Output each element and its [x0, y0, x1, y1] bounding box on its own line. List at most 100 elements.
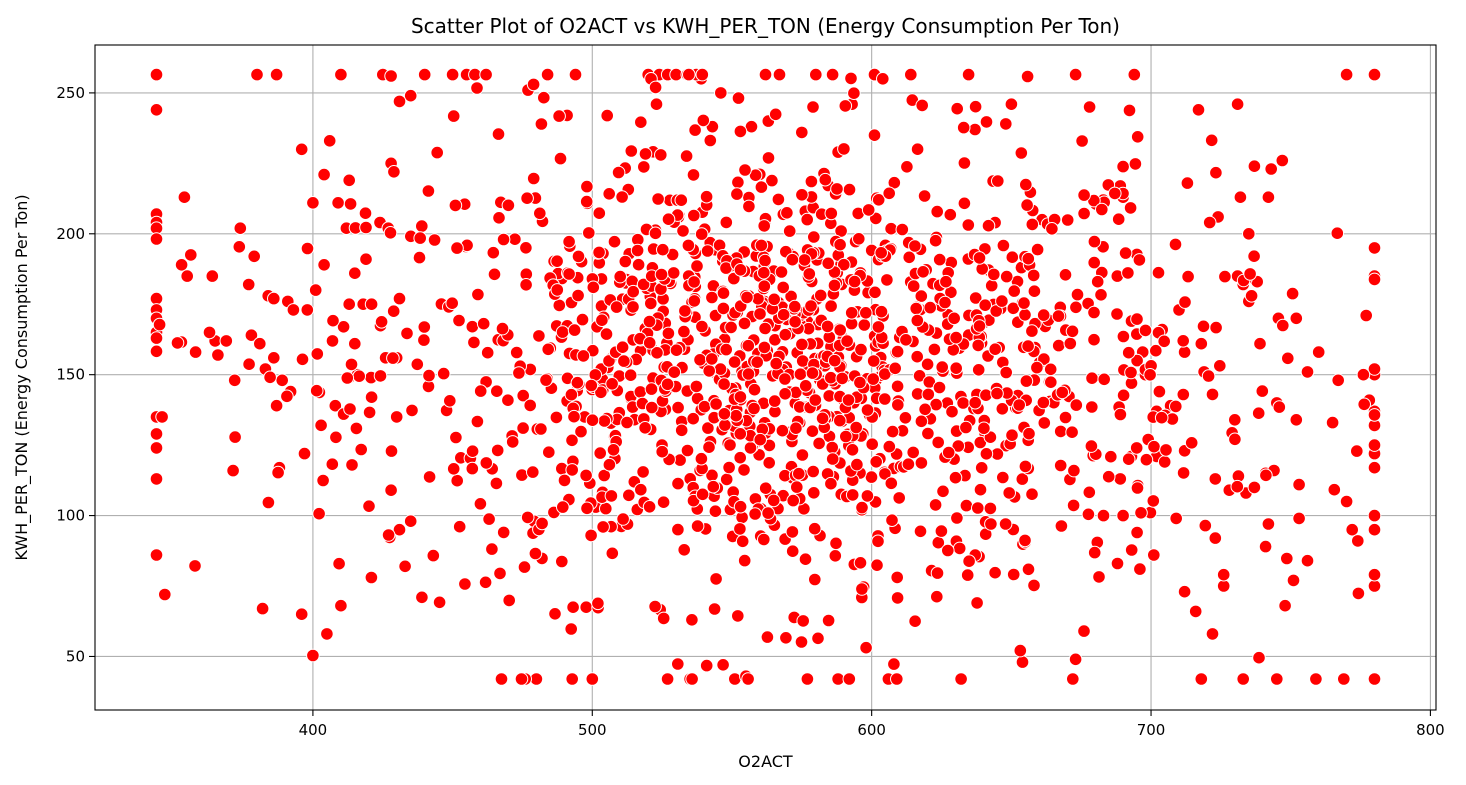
data-point	[1077, 206, 1091, 221]
data-point	[620, 415, 634, 430]
data-point	[252, 336, 267, 351]
data-point	[263, 370, 277, 385]
data-point	[1350, 444, 1364, 458]
data-point	[493, 566, 507, 581]
data-point	[798, 552, 813, 567]
data-point	[149, 291, 164, 306]
data-point	[808, 393, 823, 407]
data-point	[959, 420, 973, 435]
data-point	[1264, 162, 1278, 176]
data-point	[426, 548, 441, 563]
data-point	[999, 117, 1013, 131]
data-point	[930, 589, 944, 604]
data-point	[1367, 672, 1382, 686]
data-point	[349, 421, 364, 436]
data-point	[887, 657, 901, 671]
data-point	[741, 367, 756, 381]
data-point	[384, 69, 398, 83]
data-point	[585, 672, 600, 686]
data-point	[1272, 400, 1287, 414]
data-point	[417, 67, 432, 82]
data-point	[824, 299, 838, 313]
data-point	[509, 345, 524, 360]
x-tick-label: 600	[857, 721, 886, 739]
data-point	[446, 109, 461, 123]
data-point	[1053, 458, 1068, 473]
data-point	[490, 443, 505, 458]
data-point	[1116, 508, 1130, 523]
data-point	[733, 522, 747, 536]
data-point	[874, 304, 889, 319]
data-point	[306, 196, 320, 210]
data-point	[927, 342, 942, 357]
data-point	[702, 364, 717, 378]
data-point	[593, 446, 608, 460]
data-point	[874, 246, 889, 260]
data-point	[758, 481, 773, 496]
data-point	[870, 558, 884, 573]
data-point	[917, 189, 932, 203]
data-point	[790, 480, 804, 494]
data-point	[334, 67, 348, 82]
data-point	[1367, 579, 1382, 593]
data-point	[957, 156, 972, 170]
data-point	[1116, 329, 1131, 344]
data-point	[1060, 213, 1075, 227]
data-point	[693, 353, 707, 367]
data-point	[690, 259, 704, 273]
data-point	[1087, 305, 1101, 320]
data-point	[1021, 251, 1036, 266]
data-point	[820, 319, 835, 334]
data-point	[636, 465, 650, 479]
data-point	[833, 413, 847, 428]
data-point	[1169, 511, 1183, 526]
data-point	[618, 254, 633, 269]
plot-frame	[94, 44, 1437, 711]
data-point	[403, 514, 418, 529]
data-point	[910, 313, 925, 328]
data-point	[671, 400, 685, 415]
data-point	[757, 340, 772, 355]
data-point	[852, 232, 866, 246]
data-point	[802, 267, 817, 281]
data-point	[1068, 652, 1083, 667]
data-point	[681, 238, 696, 253]
data-point	[250, 67, 264, 82]
data-point	[568, 67, 583, 82]
data-point	[1177, 584, 1192, 599]
data-point	[1258, 539, 1273, 554]
data-point	[1081, 507, 1096, 522]
data-point	[878, 467, 892, 481]
data-point	[242, 357, 256, 372]
data-point	[772, 67, 787, 82]
data-point	[269, 398, 284, 413]
data-point	[960, 568, 975, 582]
data-point	[827, 278, 842, 293]
data-point	[364, 297, 379, 312]
data-point	[789, 421, 803, 436]
data-point	[1045, 222, 1059, 236]
data-point	[1025, 324, 1039, 338]
data-point	[177, 190, 192, 204]
data-point	[1101, 469, 1116, 484]
data-point	[833, 237, 847, 252]
data-point	[656, 611, 671, 626]
data-point	[579, 600, 594, 615]
data-point	[731, 609, 745, 623]
data-point	[776, 280, 791, 295]
data-point	[1025, 217, 1040, 232]
data-point	[845, 443, 860, 457]
data-point	[686, 168, 701, 182]
data-point	[579, 468, 593, 483]
data-point	[622, 488, 636, 503]
data-point	[928, 498, 943, 512]
data-point	[1087, 545, 1102, 560]
data-point	[706, 479, 721, 494]
data-point	[1259, 468, 1273, 483]
data-point	[972, 319, 987, 333]
data-point	[899, 333, 913, 347]
data-point	[520, 191, 534, 205]
data-point	[344, 357, 359, 372]
data-point	[1130, 481, 1145, 495]
data-point	[941, 445, 956, 460]
